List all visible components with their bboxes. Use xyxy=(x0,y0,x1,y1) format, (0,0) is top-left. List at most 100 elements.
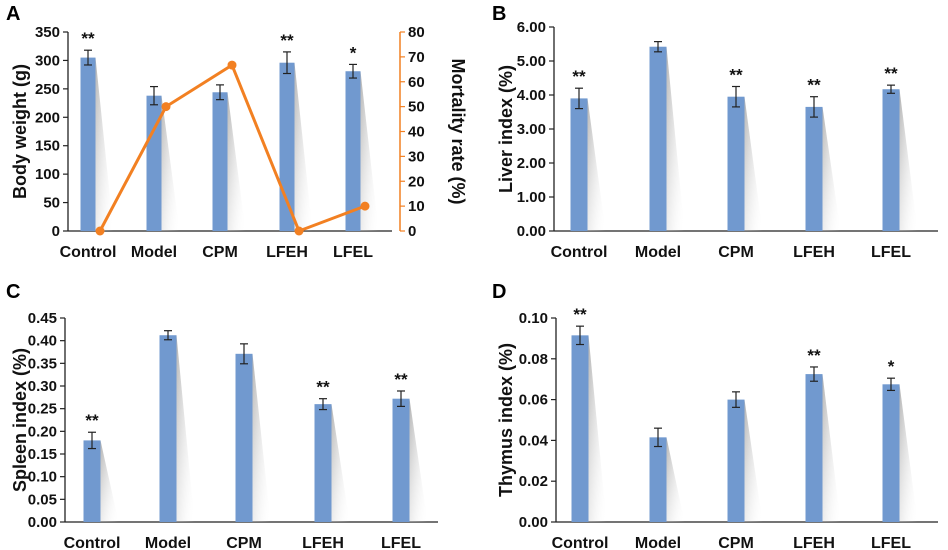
x-tick-label: Model xyxy=(635,535,681,550)
bar-shadow xyxy=(227,92,246,231)
x-tick-label: Control xyxy=(551,244,608,261)
secondary-tick-label: 20 xyxy=(408,173,425,190)
y-tick-label: 1.00 xyxy=(517,189,546,206)
y-tick-label: 0.40 xyxy=(28,333,57,350)
significance-marker: ** xyxy=(729,66,743,85)
mortality-point xyxy=(161,102,171,112)
significance-marker: * xyxy=(888,357,895,376)
bar-shadow xyxy=(587,98,606,232)
y-tick-label: 250 xyxy=(35,81,60,98)
bar-lfel xyxy=(392,398,410,522)
x-tick-label: Model xyxy=(145,535,191,550)
bar-lfeh xyxy=(805,106,823,231)
panel-letter: B xyxy=(492,3,506,25)
y-tick-label: 6.00 xyxy=(517,19,546,36)
secondary-tick-label: 70 xyxy=(408,49,425,66)
chart-panel-c: C Spleen index (%) 0.00 0.05 0.10 0.15 0.20 0.2… xyxy=(6,281,438,550)
x-tick-label: Control xyxy=(552,535,609,550)
bar-shadow xyxy=(666,46,685,231)
bar-control xyxy=(570,98,588,232)
x-tick-label: LFEH xyxy=(302,535,344,550)
x-tick-label: CPM xyxy=(718,535,754,550)
y-axis-label: Body weight (g) xyxy=(10,64,30,199)
x-tick-label: LFEH xyxy=(793,535,835,550)
y-tick-label: 0.35 xyxy=(28,355,57,372)
panel-letter: A xyxy=(6,3,20,25)
bar-model xyxy=(649,437,667,522)
panel-letter: D xyxy=(492,281,506,303)
significance-marker: ** xyxy=(807,346,821,365)
bar-cpm xyxy=(235,353,253,522)
bar-lfeh xyxy=(805,374,823,522)
y-tick-label: 0.45 xyxy=(28,310,57,327)
panel-letter: C xyxy=(6,281,20,303)
bar-lfeh xyxy=(279,62,295,232)
mortality-point xyxy=(360,201,370,211)
secondary-tick-label: 80 xyxy=(408,24,425,41)
y-tick-label: 300 xyxy=(35,52,60,69)
bar-shadow xyxy=(899,384,918,522)
significance-marker: ** xyxy=(572,67,586,86)
bar-cpm xyxy=(727,96,745,231)
bar-shadow xyxy=(744,96,763,231)
mortality-point xyxy=(95,226,105,236)
y-tick-label: 0.04 xyxy=(519,432,549,449)
x-tick-label: Control xyxy=(64,535,121,550)
bar-shadow xyxy=(822,374,841,522)
y-tick-label: 150 xyxy=(35,138,60,155)
bar-model xyxy=(649,46,667,231)
significance-marker: ** xyxy=(807,76,821,95)
y-axis-label: Spleen index (%) xyxy=(10,348,30,492)
y-tick-label: 2.00 xyxy=(517,155,546,172)
y-tick-label: 0.02 xyxy=(519,473,548,490)
significance-marker: ** xyxy=(85,411,99,430)
bar-control xyxy=(83,440,101,522)
x-tick-label: LFEL xyxy=(871,244,911,261)
secondary-y-axis-label: Mortality rate (%) xyxy=(448,58,468,204)
bar-shadow xyxy=(899,89,918,231)
significance-marker: ** xyxy=(573,305,587,324)
mortality-point xyxy=(227,60,237,70)
secondary-tick-label: 60 xyxy=(408,74,425,91)
x-tick-label: LFEH xyxy=(793,244,835,261)
bar-lfel xyxy=(882,89,900,231)
bar-control xyxy=(571,335,589,522)
bar-shadow xyxy=(161,95,180,232)
bar-lfel xyxy=(345,71,361,231)
y-tick-label: 0.00 xyxy=(519,514,548,531)
significance-marker: * xyxy=(350,43,357,62)
bar-shadow xyxy=(822,106,841,231)
y-tick-label: 0.05 xyxy=(28,491,57,508)
bar-shadow xyxy=(331,404,350,522)
x-tick-label: Model xyxy=(131,244,177,261)
y-tick-label: 3.00 xyxy=(517,121,546,138)
y-tick-label: 0.00 xyxy=(517,223,546,240)
bar-model xyxy=(159,335,177,522)
bar-cpm xyxy=(727,399,745,522)
y-tick-label: 0.10 xyxy=(28,469,57,486)
x-tick-label: LFEL xyxy=(871,535,911,550)
significance-marker: ** xyxy=(394,370,408,389)
bar-control xyxy=(80,57,96,232)
chart-panel-b: B Liver index (%) 0.00 1.00 2.00 3.00 4.00 5.00… xyxy=(492,3,938,261)
y-axis-label: Liver index (%) xyxy=(496,65,516,193)
y-tick-label: 100 xyxy=(35,166,60,183)
bar-shadow xyxy=(95,57,114,232)
x-tick-label: Control xyxy=(60,244,117,261)
x-tick-label: LFEL xyxy=(381,535,421,550)
bar-shadow xyxy=(360,71,379,231)
y-tick-label: 0.08 xyxy=(519,351,548,368)
bar-shadow xyxy=(666,437,685,522)
chart-panel-d: D Thymus index (%)0.00 0.02 0.04 0.06 0.08 0.1… xyxy=(492,281,938,550)
x-tick-label: CPM xyxy=(202,244,238,261)
secondary-tick-label: 50 xyxy=(408,99,425,116)
bar-shadow xyxy=(100,440,119,522)
x-tick-label: LFEL xyxy=(333,244,373,261)
y-axis-label: Thymus index (%) xyxy=(496,343,516,497)
y-tick-label: 0.30 xyxy=(28,378,57,395)
bar-shadow xyxy=(176,335,195,522)
bar-shadow xyxy=(252,353,271,522)
significance-marker: ** xyxy=(280,31,294,50)
